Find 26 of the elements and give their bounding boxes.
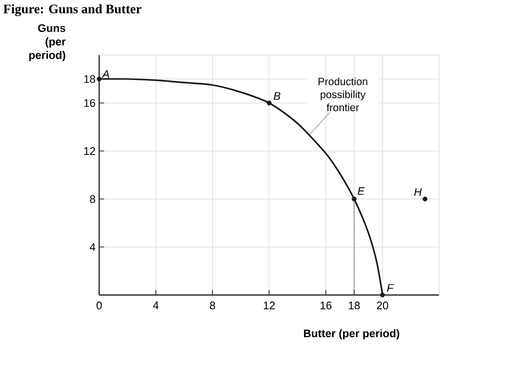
point (380, 292, 385, 298)
point (352, 196, 357, 202)
y-tick-label: 8 (90, 195, 96, 203)
y-tick-label: 16 (84, 99, 96, 107)
annotation: F (387, 284, 394, 292)
annotation: A (102, 70, 110, 78)
annotation: E (358, 187, 365, 195)
x-tick-label: 8 (210, 302, 216, 310)
y-tick-label: 4 (90, 243, 96, 251)
x-tick-label: 12 (264, 302, 275, 310)
x-tick-label: 16 (320, 302, 332, 310)
annotation: B (274, 92, 280, 100)
annotation: H (414, 188, 422, 196)
point (266, 100, 272, 106)
point (422, 196, 428, 202)
x-tick-label: 4 (153, 302, 159, 310)
x-axis-title: Butter (per period) (304, 329, 400, 340)
chart-title: Figure: Guns and Butter (3, 4, 142, 16)
y-tick-label: 12 (84, 147, 96, 155)
y-axis-title: Guns (per period) (29, 24, 66, 62)
x-tick-label: 18 (348, 302, 360, 310)
x-tick-label: 0 (96, 302, 102, 310)
annotation: Production possibility frontier (318, 77, 368, 112)
y-tick-label: 18 (84, 75, 96, 83)
point (96, 76, 102, 82)
x-tick-label: 20 (376, 302, 388, 310)
